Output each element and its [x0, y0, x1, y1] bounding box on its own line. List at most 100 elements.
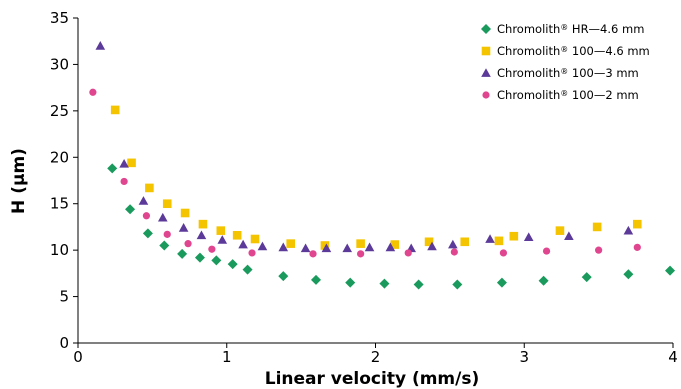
- data-point: [321, 243, 332, 253]
- data-point: [595, 246, 603, 254]
- data-point: [162, 199, 172, 209]
- y-tick-label: 30: [50, 55, 69, 73]
- x-tick-label: 2: [371, 348, 381, 366]
- data-point: [180, 208, 190, 218]
- data-point: [242, 264, 253, 275]
- data-point: [125, 204, 136, 215]
- data-point: [157, 212, 168, 222]
- data-point: [538, 275, 549, 286]
- data-point: [89, 88, 97, 96]
- data-point: [413, 279, 424, 290]
- y-axis-ticks: 0 5 10 15 20 25 30 35: [50, 9, 78, 352]
- data-point: [460, 237, 470, 247]
- y-tick-label: 5: [59, 288, 69, 306]
- data-point: [127, 158, 136, 168]
- y-tick-label: 25: [50, 102, 69, 120]
- y-tick-label: 10: [50, 241, 69, 259]
- series-diamond-points: [107, 163, 676, 290]
- data-point: [163, 230, 171, 238]
- data-point: [364, 242, 375, 252]
- data-point: [178, 223, 189, 232]
- data-point: [248, 249, 256, 257]
- data-point: [300, 243, 311, 253]
- data-point: [145, 183, 154, 193]
- legend-item: Chromolith® HR—4.6 mm: [481, 22, 644, 36]
- data-point: [138, 196, 149, 205]
- data-point: [633, 219, 642, 229]
- data-point: [448, 239, 458, 249]
- data-point: [142, 212, 151, 220]
- data-point: [592, 222, 602, 232]
- data-point: [633, 243, 641, 251]
- data-point: [194, 252, 205, 263]
- legend: Chromolith® HR—4.6 mm Chromolith® 100—4.6…: [481, 22, 650, 102]
- data-point: [555, 226, 565, 235]
- x-axis-title: Linear velocity (mm/s): [265, 369, 480, 389]
- data-point: [390, 240, 400, 249]
- data-point: [159, 240, 170, 251]
- data-point: [404, 249, 412, 257]
- series-triangle-points: [95, 41, 634, 253]
- x-axis-ticks: 0 1 2 3 4: [73, 343, 678, 366]
- data-point: [542, 247, 551, 255]
- series-square-points: [110, 105, 642, 250]
- data-point: [198, 219, 208, 229]
- data-point: [278, 271, 289, 282]
- data-point: [494, 236, 504, 246]
- data-point: [564, 231, 574, 241]
- data-point: [357, 250, 365, 258]
- legend-label: Chromolith® 100—4.6 mm: [497, 44, 650, 58]
- data-point: [238, 239, 248, 249]
- legend-label: Chromolith® 100—2 mm: [497, 88, 639, 102]
- data-point: [320, 241, 330, 250]
- data-point: [184, 240, 192, 248]
- data-point: [286, 239, 296, 248]
- data-point: [309, 250, 317, 258]
- legend-item: Chromolith® 100—2 mm: [482, 88, 639, 102]
- data-point: [523, 232, 534, 241]
- data-point: [120, 177, 128, 186]
- data-point: [379, 278, 390, 289]
- data-point: [311, 274, 321, 285]
- x-tick-label: 3: [519, 348, 529, 366]
- x-tick-label: 4: [668, 348, 678, 366]
- data-point: [509, 231, 519, 241]
- data-point: [211, 255, 222, 266]
- y-axis-title: H (µm): [9, 148, 29, 214]
- data-point: [257, 241, 268, 251]
- legend-marker: [481, 24, 491, 34]
- data-point: [216, 226, 226, 235]
- series-circle-points: [89, 88, 641, 258]
- data-point: [208, 245, 216, 253]
- data-point: [496, 277, 507, 288]
- data-point: [107, 163, 118, 174]
- legend-marker: [481, 68, 491, 77]
- data-point: [119, 158, 129, 168]
- data-point: [450, 248, 458, 256]
- data-point: [342, 243, 353, 253]
- data-point: [452, 279, 463, 290]
- data-point: [217, 235, 228, 244]
- data-point: [95, 41, 106, 50]
- legend-item: Chromolith® 100—4.6 mm: [481, 44, 650, 58]
- data-points: [89, 41, 676, 290]
- legend-item: Chromolith® 100—3 mm: [481, 66, 639, 80]
- y-tick-label: 20: [50, 148, 69, 166]
- data-point: [424, 237, 434, 247]
- data-point: [581, 272, 592, 283]
- data-point: [356, 239, 365, 248]
- y-tick-label: 0: [59, 334, 69, 352]
- data-point: [485, 234, 495, 243]
- data-point: [499, 249, 508, 257]
- x-tick-label: 0: [73, 348, 83, 366]
- y-tick-label: 35: [50, 9, 69, 27]
- data-point: [623, 269, 634, 280]
- data-point: [196, 230, 207, 240]
- data-point: [665, 265, 676, 276]
- data-point: [623, 225, 634, 235]
- data-point: [345, 277, 356, 288]
- data-point: [385, 242, 396, 252]
- data-point: [427, 241, 437, 251]
- y-tick-label: 15: [50, 195, 69, 213]
